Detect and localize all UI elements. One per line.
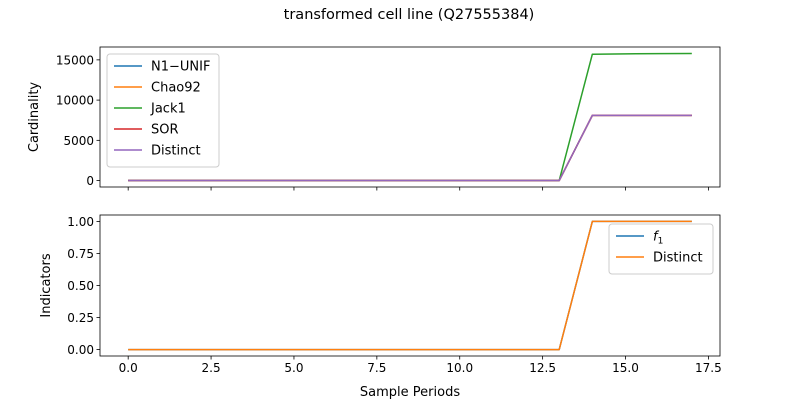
x-tick-label: 10.0 [446,361,473,375]
legend-box [608,223,714,275]
figure-title: transformed cell line (Q27555384) [284,7,535,23]
x-tick-label: 2.5 [202,361,221,375]
y-tick-label: 5000 [63,134,94,148]
series-line-distinct [128,114,692,182]
x-tick-label: 12.5 [529,361,556,375]
x-tick-label: 0.0 [119,361,138,375]
indicators-legend: f1 Distinct [608,223,714,275]
indicators-y-axis-label: Indicators [39,253,54,317]
legend-label-subscript: 1 [658,237,664,247]
legend-label: f1 [653,230,663,247]
legend-label: Distinct [653,251,703,266]
x-tick-label: 5.0 [284,361,303,375]
x-axis-label: Sample Periods [360,385,460,400]
legend-label: Jack1 [150,102,186,117]
legend-label: SOR [151,123,179,138]
legend-box [106,53,220,168]
y-tick-label: 0.25 [67,311,94,325]
y-tick-label: 15000 [56,53,94,67]
axes-frame-0 [99,46,721,188]
y-tick-label: 0 [86,174,94,188]
cardinality-chart: 0 5000 10000 15000 N1−UNIF Chao92 Jack1 SOR Dis… [27,46,721,191]
x-tick-label: 15.0 [612,361,639,375]
y-tick-label: 0.50 [67,279,94,293]
cardinality-legend: N1−UNIF Chao92 Jack1 SOR Distinct [106,53,220,168]
cardinality-y-axis-label: Cardinality [27,82,42,153]
y-tick-label: 1.00 [67,215,94,229]
indicators-chart: 0.0 2.5 5.0 7.5 10.0 12.5 15.0 17.5 0.00 0.25 0.50… [39,214,722,400]
series-line-distinct [128,220,692,351]
legend-label: Chao92 [151,81,201,96]
y-tick-label: 10000 [56,94,94,108]
y-tick-label: 0.00 [67,343,94,357]
x-tick-label: 17.5 [695,361,722,375]
legend-label: N1−UNIF [151,60,210,75]
legend-label: Distinct [151,144,201,159]
y-tick-label: 0.75 [67,247,94,261]
x-tick-label: 7.5 [367,361,386,375]
